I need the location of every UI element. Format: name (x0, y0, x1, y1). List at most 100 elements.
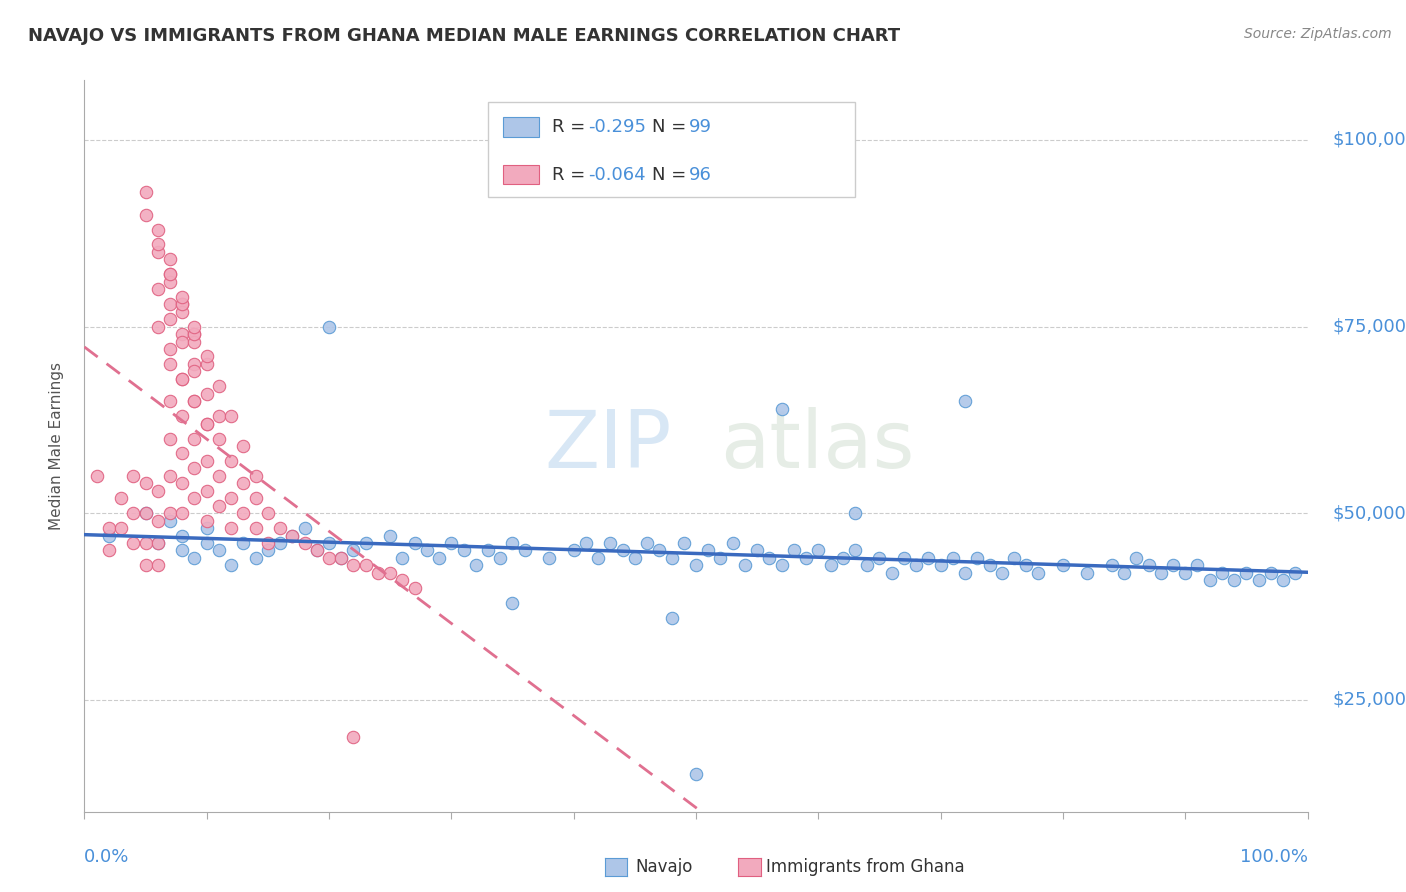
Point (245, 468, 267, 483)
Point (354, 536, 377, 550)
Text: $50,000: $50,000 (1331, 504, 1406, 522)
Text: 96: 96 (689, 166, 711, 184)
Point (342, 730, 364, 744)
Point (380, 566, 402, 580)
Point (122, 468, 145, 483)
Point (195, 454, 218, 468)
Point (172, 304, 194, 318)
Point (208, 543, 231, 558)
Point (661, 551, 683, 566)
Point (709, 551, 731, 566)
Point (1284, 566, 1306, 580)
Point (232, 439, 254, 453)
Point (245, 491, 267, 506)
Point (195, 417, 218, 431)
Point (893, 551, 915, 566)
Point (183, 357, 205, 371)
Point (404, 536, 426, 550)
Point (770, 401, 793, 416)
Point (624, 551, 647, 566)
Point (330, 551, 353, 566)
Point (219, 558, 242, 573)
Point (183, 432, 205, 446)
Point (159, 357, 181, 371)
Point (135, 476, 157, 491)
Point (232, 506, 254, 520)
Point (575, 536, 598, 550)
Point (783, 543, 806, 558)
Point (1076, 566, 1098, 580)
Point (146, 237, 169, 252)
Point (612, 543, 634, 558)
Point (1137, 558, 1160, 573)
Point (232, 476, 254, 491)
Point (747, 543, 769, 558)
Point (685, 558, 707, 573)
Point (195, 521, 218, 535)
Point (281, 528, 304, 542)
Point (172, 506, 194, 520)
Point (172, 297, 194, 311)
Point (195, 514, 218, 528)
Text: N =: N = (652, 166, 692, 184)
Text: $25,000: $25,000 (1331, 690, 1406, 709)
Text: ZIP: ZIP (544, 407, 672, 485)
Point (135, 506, 157, 520)
Point (721, 536, 744, 550)
Text: 0.0%: 0.0% (84, 848, 129, 866)
Point (416, 543, 439, 558)
Point (159, 506, 181, 520)
Point (135, 558, 157, 573)
Point (159, 514, 181, 528)
Point (1002, 551, 1025, 566)
Point (1272, 574, 1295, 588)
Point (427, 551, 450, 566)
Point (942, 551, 965, 566)
Point (367, 566, 389, 580)
Point (146, 319, 169, 334)
Point (195, 357, 218, 371)
Point (685, 767, 707, 781)
Point (232, 536, 254, 550)
Point (172, 326, 194, 341)
Point (380, 528, 402, 542)
Point (1028, 566, 1050, 580)
Point (318, 536, 340, 550)
Point (183, 394, 205, 409)
Point (856, 558, 879, 573)
Point (146, 558, 169, 573)
Point (281, 528, 304, 542)
Point (97, 528, 120, 542)
Point (318, 551, 340, 566)
Point (146, 244, 169, 259)
Point (219, 491, 242, 506)
Point (269, 521, 291, 535)
Point (183, 334, 205, 349)
Point (294, 536, 316, 550)
Point (146, 282, 169, 296)
Point (208, 409, 231, 424)
Point (391, 574, 413, 588)
Point (110, 491, 132, 506)
Point (354, 558, 377, 573)
Point (1247, 574, 1270, 588)
Point (820, 558, 842, 573)
Point (661, 610, 683, 624)
Point (159, 394, 181, 409)
Point (183, 551, 205, 566)
Text: 100.0%: 100.0% (1240, 848, 1308, 866)
Point (97, 543, 120, 558)
Point (172, 290, 194, 304)
Point (219, 454, 242, 468)
Point (159, 268, 181, 282)
Point (183, 326, 205, 341)
Point (636, 536, 658, 550)
Point (159, 468, 181, 483)
Point (342, 558, 364, 573)
Point (917, 551, 939, 566)
Point (294, 521, 316, 535)
Point (257, 506, 280, 520)
Point (391, 551, 413, 566)
Point (183, 326, 205, 341)
Text: $75,000: $75,000 (1331, 318, 1406, 335)
